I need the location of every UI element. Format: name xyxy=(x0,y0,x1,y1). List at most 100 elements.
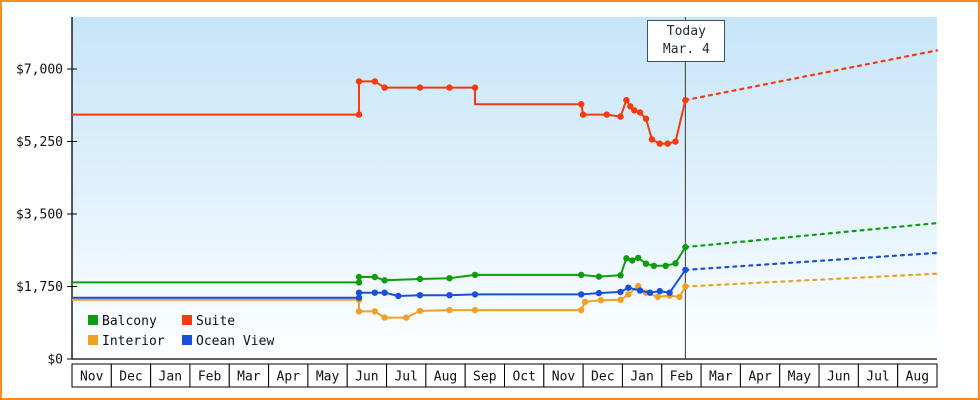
month-cell xyxy=(897,363,938,388)
marker-balcony xyxy=(623,255,630,262)
marker-suite xyxy=(416,84,424,91)
marker-balcony xyxy=(595,273,603,280)
marker-ocean-view xyxy=(416,292,424,299)
marker-ocean-view xyxy=(471,291,479,298)
marker-suite xyxy=(627,103,634,110)
month-label: Dec xyxy=(591,370,614,385)
month-label: Jul xyxy=(866,370,889,385)
month-label: Aug xyxy=(906,370,929,385)
marker-ocean-view xyxy=(636,287,644,294)
forecast-suite-line xyxy=(684,49,939,102)
marker-interior xyxy=(682,283,689,290)
marker-interior xyxy=(416,307,424,315)
y-tick-label: $1,750 xyxy=(16,280,63,295)
legend-swatch-ocean-view xyxy=(182,335,192,345)
legend-label-ocean-view: Ocean View xyxy=(196,334,274,349)
marker-balcony xyxy=(355,273,363,281)
month-label: Dec xyxy=(119,370,142,385)
y-tick-label: $0 xyxy=(47,353,63,368)
marker-balcony xyxy=(416,275,424,283)
marker-balcony xyxy=(642,260,650,267)
month-label: Apr xyxy=(277,370,301,385)
marker-interior xyxy=(581,298,589,305)
marker-suite xyxy=(471,84,479,91)
month-label: Apr xyxy=(748,370,772,385)
forecast-balcony-line xyxy=(684,222,939,249)
today-flag-title: Today xyxy=(666,24,706,39)
marker-suite xyxy=(579,111,587,118)
marker-suite xyxy=(682,96,689,104)
month-label: Feb xyxy=(198,370,222,385)
marker-ocean-view xyxy=(595,289,603,297)
legend-label-interior: Interior xyxy=(102,334,165,349)
marker-balcony xyxy=(355,279,363,286)
marker-balcony xyxy=(629,257,636,264)
marker-balcony xyxy=(650,262,658,269)
marker-ocean-view xyxy=(625,284,632,291)
today-flag-date: Mar. 4 xyxy=(662,42,710,57)
marker-interior xyxy=(355,308,363,315)
legend-swatch-balcony xyxy=(88,315,98,325)
month-label: Nov xyxy=(80,370,104,385)
marker-balcony xyxy=(662,262,669,269)
marker-suite xyxy=(355,78,363,85)
marker-suite xyxy=(672,138,679,145)
marker-balcony xyxy=(471,271,479,279)
marker-balcony xyxy=(672,260,679,267)
legend-swatch-suite xyxy=(182,315,192,325)
marker-ocean-view xyxy=(578,291,585,298)
marker-interior xyxy=(371,308,378,315)
marker-suite xyxy=(648,136,656,143)
month-label: Jan xyxy=(630,370,653,385)
series-interior-line xyxy=(72,285,687,319)
marker-interior xyxy=(617,296,624,303)
marker-balcony xyxy=(617,272,624,279)
marker-suite xyxy=(617,113,624,120)
marker-ocean-view xyxy=(395,292,402,300)
marker-interior xyxy=(597,297,604,304)
marker-balcony xyxy=(635,254,642,262)
month-label: Aug xyxy=(434,370,457,385)
marker-suite xyxy=(636,109,644,116)
marker-interior xyxy=(403,314,410,321)
marker-ocean-view xyxy=(355,289,363,296)
series-ocean-view-line xyxy=(72,269,687,299)
forecast-ocean-view-line xyxy=(684,251,939,271)
y-tick-label: $3,500 xyxy=(16,208,63,223)
marker-interior xyxy=(381,314,388,321)
month-label: Jun xyxy=(827,370,850,385)
y-tick-label: $5,250 xyxy=(16,135,63,150)
series-balcony-line xyxy=(72,246,687,284)
legend-label-suite: Suite xyxy=(196,314,235,329)
forecast-interior-line xyxy=(684,272,939,288)
marker-ocean-view xyxy=(446,292,453,299)
series-suite-line xyxy=(72,80,687,145)
marker-suite xyxy=(381,84,388,91)
y-tick-label: $7,000 xyxy=(16,63,63,78)
month-label: Nov xyxy=(552,370,576,385)
month-label: Jan xyxy=(159,370,182,385)
month-label: Sep xyxy=(473,370,497,385)
today-flag: Today Mar. 4 xyxy=(647,20,726,62)
marker-interior xyxy=(654,293,661,301)
legend-swatch-interior xyxy=(88,335,98,345)
marker-balcony xyxy=(578,271,585,279)
marker-suite xyxy=(446,84,453,91)
marker-suite xyxy=(656,140,663,147)
marker-ocean-view xyxy=(656,287,663,295)
month-label: Mar xyxy=(237,370,261,385)
month-label: Oct xyxy=(512,370,535,385)
marker-ocean-view xyxy=(617,288,624,296)
marker-ocean-view xyxy=(682,266,689,274)
marker-ocean-view xyxy=(381,289,388,296)
month-label: Jun xyxy=(355,370,378,385)
marker-balcony xyxy=(381,277,388,284)
marker-interior xyxy=(446,306,453,314)
marker-suite xyxy=(631,107,638,114)
marker-suite xyxy=(623,96,630,104)
marker-suite xyxy=(642,115,650,122)
marker-suite xyxy=(603,111,610,118)
month-label: May xyxy=(316,370,340,385)
